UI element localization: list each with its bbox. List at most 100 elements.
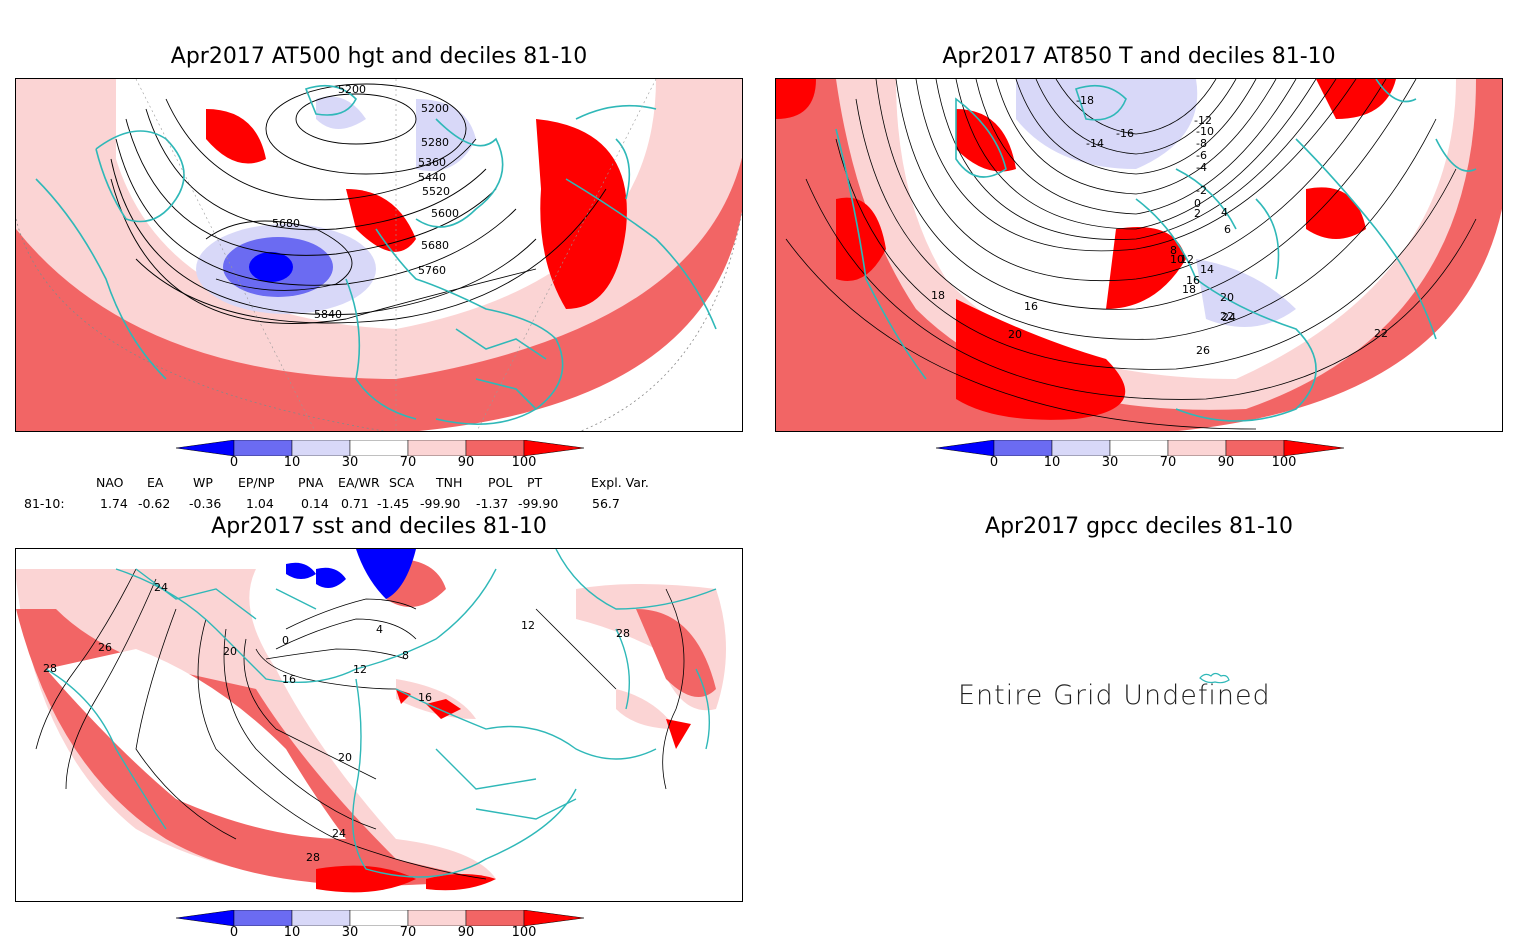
colorbar-tick: 100 xyxy=(511,925,537,940)
index-header: NAO xyxy=(96,475,124,490)
colorbar-tick: 70 xyxy=(399,925,417,940)
contour-label: 10 xyxy=(1170,253,1184,266)
colorbar-tick: 70 xyxy=(1159,455,1177,470)
contour-label: 5360 xyxy=(418,156,446,169)
contour-label: 5200 xyxy=(421,102,449,115)
contour-label: -16 xyxy=(1116,127,1134,140)
contour-label: 8 xyxy=(1170,244,1177,257)
index-header: PT xyxy=(527,475,543,490)
contour-label: 20 xyxy=(223,645,237,658)
contour-label: -8 xyxy=(1196,137,1207,150)
contour-label: 18 xyxy=(1182,283,1196,296)
colorbar-tick: 90 xyxy=(457,455,475,470)
index-header: TNH xyxy=(436,475,463,490)
index-row-label: 81-10: xyxy=(24,496,65,511)
gpcc-map-placeholder xyxy=(1195,668,1235,688)
colorbar-tick: 10 xyxy=(1043,455,1061,470)
contour-label: 8 xyxy=(402,649,409,662)
contour-label: 5440 xyxy=(418,171,446,184)
contour-label: 2 xyxy=(1194,207,1201,220)
colorbar-1 xyxy=(175,439,586,457)
index-value: 56.7 xyxy=(592,496,620,511)
contour-label: 16 xyxy=(1186,274,1200,287)
contour-label: 4 xyxy=(376,623,383,636)
contour-label: 14 xyxy=(1200,263,1214,276)
contour-label: -18 xyxy=(1076,94,1094,107)
map-sst: 24 26 28 20 16 12 8 4 0 20 24 28 28 12 1… xyxy=(16,549,726,893)
colorbar-tick: 10 xyxy=(283,455,301,470)
index-header: EP/NP xyxy=(238,475,275,490)
index-value: 0.14 xyxy=(301,496,329,511)
contour-label: 5680 xyxy=(421,239,449,252)
map-at500: 5200 5200 5280 5360 5440 5520 5600 5680 … xyxy=(16,79,742,431)
index-value: 1.04 xyxy=(246,496,274,511)
contour-label: 16 xyxy=(1024,300,1038,313)
teleconnection-indices: NAO EA WP EP/NP PNA EA/WR SCA TNH POL PT… xyxy=(0,475,760,515)
contour-label: 16 xyxy=(418,691,432,704)
index-value: -1.45 xyxy=(377,496,410,511)
contour-label: 28 xyxy=(306,851,320,864)
colorbar-tick: 100 xyxy=(511,455,537,470)
contour-label: 16 xyxy=(282,673,296,686)
contour-label: 0 xyxy=(1194,197,1201,210)
map-panel-sst: 24 26 28 20 16 12 8 4 0 20 24 28 28 12 1… xyxy=(15,548,743,902)
panel-title-gpcc: Apr2017 gpcc deciles 81-10 xyxy=(985,514,1293,539)
contour-label: 5200 xyxy=(338,83,366,96)
contour-label: 0 xyxy=(282,634,289,647)
index-header: SCA xyxy=(389,475,415,490)
contour-label: -10 xyxy=(1196,125,1214,138)
index-value: 1.74 xyxy=(100,496,128,511)
contour-label: 20 xyxy=(1008,328,1022,341)
contour-label: -14 xyxy=(1086,137,1104,150)
colorbar-tick: 10 xyxy=(283,925,301,940)
colorbar-tick: 100 xyxy=(1271,455,1297,470)
index-header: PNA xyxy=(298,475,324,490)
map-panel-at500: 5200 5200 5280 5360 5440 5520 5600 5680 … xyxy=(15,78,743,432)
contour-label: 28 xyxy=(43,662,57,675)
colorbar-tick: 90 xyxy=(457,925,475,940)
contour-label: 12 xyxy=(353,663,367,676)
contour-label: 20 xyxy=(338,751,352,764)
contour-label: -2 xyxy=(1196,184,1207,197)
contour-label: 24 xyxy=(154,581,168,594)
index-header: POL xyxy=(488,475,513,490)
panel-title-at850: Apr2017 AT850 T and deciles 81-10 xyxy=(942,44,1336,69)
index-header: WP xyxy=(193,475,213,490)
index-value: 0.71 xyxy=(341,496,369,511)
contour-label: 5680 xyxy=(272,217,300,230)
index-header: EA/WR xyxy=(338,475,380,490)
map-at850: -18 -16 -14 -12 -10 -8 -6 -4 -2 0 2 4 6 … xyxy=(776,79,1502,431)
contour-label: 5840 xyxy=(314,308,342,321)
colorbar-3 xyxy=(175,909,586,927)
contour-label: 5760 xyxy=(418,264,446,277)
contour-label: 24 xyxy=(1222,311,1236,324)
contour-label: 5520 xyxy=(422,185,450,198)
index-value: -99.90 xyxy=(518,496,559,511)
contour-label: 12 xyxy=(1180,253,1194,266)
contour-label: 28 xyxy=(616,627,630,640)
contour-label: 20 xyxy=(1220,291,1234,304)
index-value: -0.36 xyxy=(189,496,222,511)
undefined-grid-message: Entire Grid Undefined xyxy=(958,680,1271,711)
contour-label: 5600 xyxy=(431,207,459,220)
colorbar-tick: 90 xyxy=(1217,455,1235,470)
index-value: -0.62 xyxy=(138,496,171,511)
contour-label: -6 xyxy=(1196,149,1207,162)
contour-label: 5280 xyxy=(421,136,449,149)
contour-label: 22 xyxy=(1220,310,1234,323)
map-panel-at850: -18 -16 -14 -12 -10 -8 -6 -4 -2 0 2 4 6 … xyxy=(775,78,1503,432)
colorbar-tick: 0 xyxy=(229,455,239,470)
contour-label: 26 xyxy=(98,641,112,654)
contour-label: 26 xyxy=(1196,344,1210,357)
contour-label: 6 xyxy=(1224,223,1231,236)
index-value: -99.90 xyxy=(420,496,461,511)
index-header: Expl. Var. xyxy=(591,475,649,490)
contour-label: -4 xyxy=(1196,161,1207,174)
contour-label: 4 xyxy=(1221,206,1228,219)
contour-label: 22 xyxy=(1374,327,1388,340)
colorbar-tick: 30 xyxy=(1101,455,1119,470)
colorbar-tick: 0 xyxy=(989,455,999,470)
contour-label: 18 xyxy=(931,289,945,302)
contour-label: -12 xyxy=(1194,114,1212,127)
index-value: -1.37 xyxy=(476,496,509,511)
